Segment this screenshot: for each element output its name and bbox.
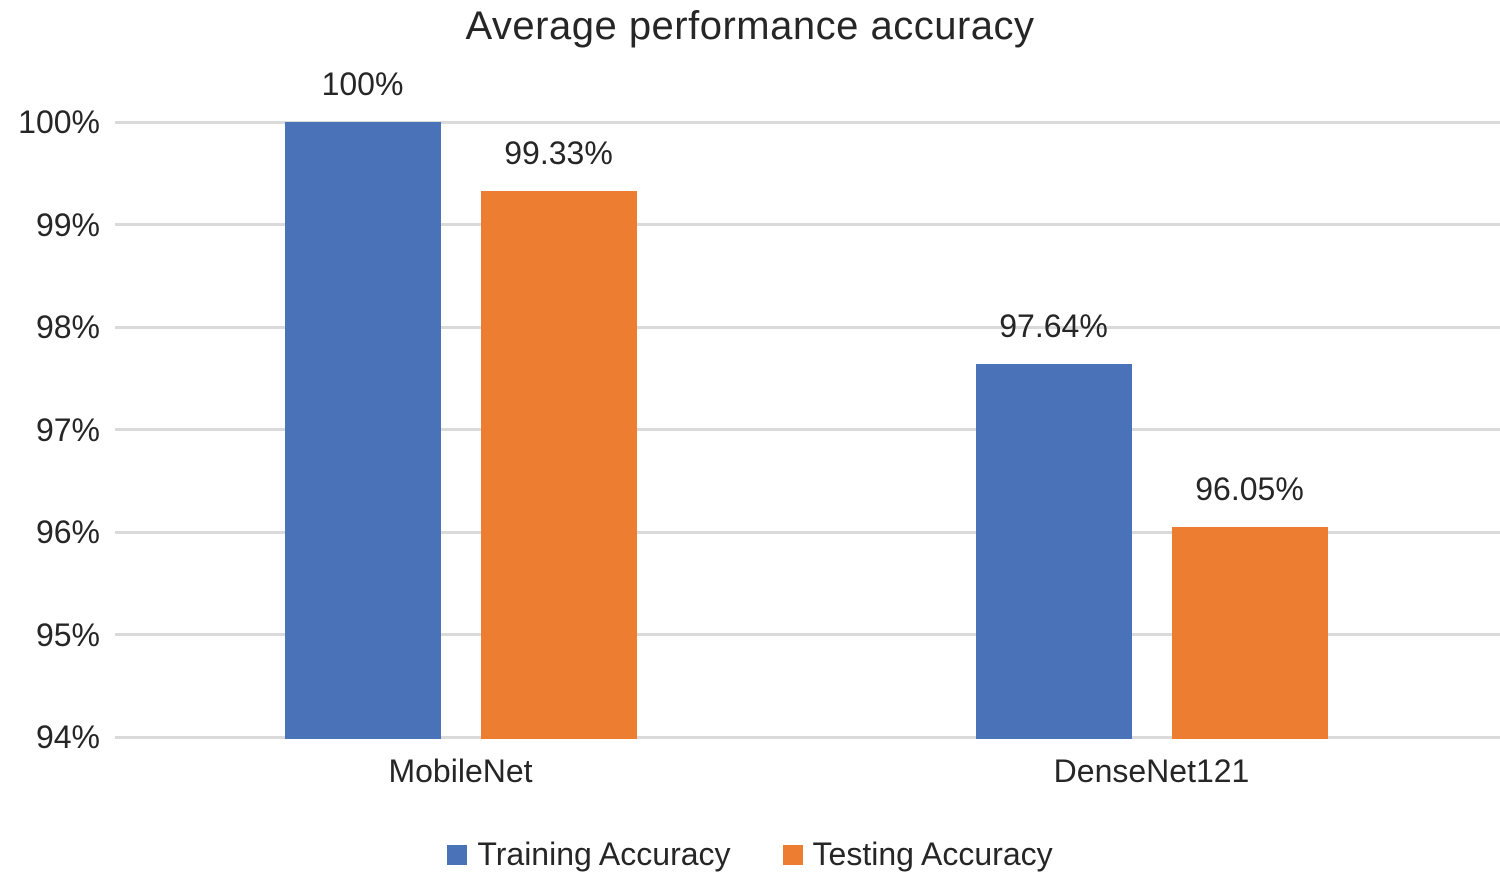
legend-swatch-icon	[447, 844, 468, 865]
y-axis-tick-label: 94%	[35, 719, 100, 755]
gridline-96	[115, 530, 1500, 534]
value-label-testing-accuracy-densenet121: 96.05%	[1195, 470, 1304, 507]
legend-swatch-icon	[782, 844, 803, 865]
x-axis-category-label-densenet121: DenseNet121	[1053, 753, 1250, 789]
y-axis-tick-label: 99%	[35, 206, 100, 243]
y-axis-tick-label: 95%	[35, 616, 100, 653]
value-label-testing-accuracy-mobilenet: 99.33%	[504, 134, 613, 171]
x-axis-category-label-mobilenet: MobileNet	[388, 753, 533, 789]
bar-testing-accuracy-mobilenet	[480, 190, 637, 739]
gridline-97	[115, 428, 1500, 431]
gridline-100	[115, 120, 1500, 124]
y-axis-tick-label: 97%	[35, 411, 100, 448]
y-axis-tick-label: 100%	[18, 104, 100, 140]
y-axis-tick-label: 96%	[35, 514, 100, 550]
gridline-99	[115, 223, 1500, 226]
gridline-94	[115, 735, 1500, 739]
chart-title: Average performance accuracy	[465, 4, 1035, 48]
bar-testing-accuracy-densenet121	[1171, 526, 1328, 739]
bar-training-accuracy-mobilenet	[284, 122, 441, 739]
legend-item-training-accuracy: Training Accuracy	[447, 836, 731, 873]
value-label-training-accuracy-densenet121: 97.64%	[999, 307, 1108, 344]
legend-item-testing-accuracy: Testing Accuracy	[782, 836, 1053, 873]
legend-label: Training Accuracy	[477, 836, 731, 872]
bar-training-accuracy-densenet121	[975, 363, 1132, 739]
y-axis-tick-label: 98%	[35, 309, 100, 345]
gridline-98	[115, 325, 1500, 329]
legend: Training Accuracy Testing Accuracy	[0, 836, 1500, 873]
gridline-95	[115, 633, 1500, 636]
legend-label: Testing Accuracy	[812, 836, 1053, 872]
value-label-training-accuracy-mobilenet: 100%	[321, 66, 404, 102]
